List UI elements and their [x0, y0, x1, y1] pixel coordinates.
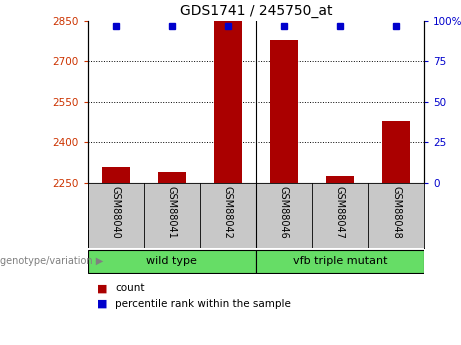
- Bar: [256, 250, 424, 273]
- Text: genotype/variation ▶: genotype/variation ▶: [0, 256, 103, 266]
- Text: GSM88040: GSM88040: [111, 186, 121, 239]
- Text: GSM88042: GSM88042: [223, 186, 233, 239]
- Text: vfb triple mutant: vfb triple mutant: [293, 256, 387, 266]
- Bar: [382, 121, 410, 183]
- Bar: [326, 176, 354, 183]
- Bar: [270, 40, 298, 183]
- Text: percentile rank within the sample: percentile rank within the sample: [115, 299, 291, 309]
- Text: GSM88041: GSM88041: [167, 186, 177, 239]
- Bar: [214, 21, 242, 183]
- Bar: [101, 167, 130, 183]
- Bar: [158, 172, 186, 183]
- Text: ■: ■: [97, 283, 107, 293]
- Title: GDS1741 / 245750_at: GDS1741 / 245750_at: [180, 4, 332, 18]
- Text: GSM88046: GSM88046: [279, 186, 289, 239]
- Text: wild type: wild type: [146, 256, 197, 266]
- Text: GSM88047: GSM88047: [335, 186, 345, 239]
- Text: count: count: [115, 283, 145, 293]
- Text: ■: ■: [97, 299, 107, 309]
- Bar: [88, 250, 256, 273]
- Text: GSM88048: GSM88048: [391, 186, 401, 239]
